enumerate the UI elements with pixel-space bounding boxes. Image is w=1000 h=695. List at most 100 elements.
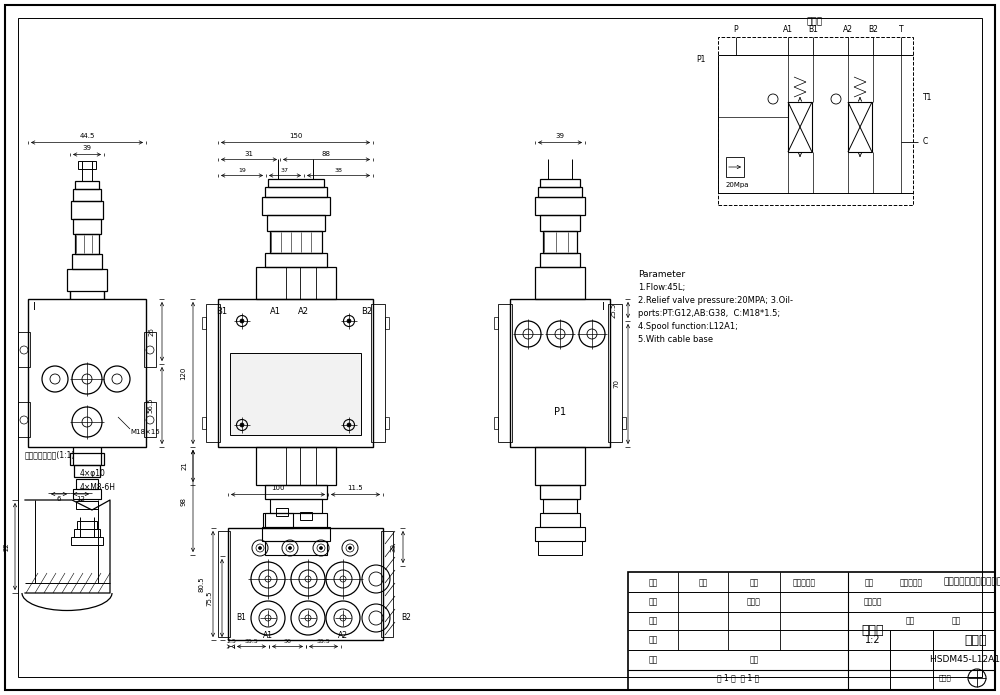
Bar — [256, 447, 336, 485]
Bar — [202, 317, 206, 329]
Text: 分区: 分区 — [749, 578, 759, 587]
Text: 直装阀: 直装阀 — [965, 634, 987, 646]
Bar — [72, 254, 102, 269]
Text: B2: B2 — [361, 306, 373, 316]
Bar — [535, 527, 585, 541]
Text: I: I — [33, 302, 36, 312]
Text: 120: 120 — [180, 366, 186, 379]
Text: 重量: 重量 — [905, 616, 915, 626]
Bar — [385, 417, 389, 429]
Text: A1: A1 — [270, 306, 280, 316]
Bar — [718, 37, 913, 205]
Text: 版本号: 版本号 — [939, 675, 951, 681]
Bar — [540, 215, 580, 231]
Text: 工艺: 工艺 — [648, 655, 658, 664]
Circle shape — [320, 546, 322, 550]
Circle shape — [347, 423, 351, 427]
Text: 固定孔尺寸详图(1:1): 固定孔尺寸详图(1:1) — [25, 450, 75, 459]
Text: 设计: 设计 — [648, 598, 658, 607]
Text: 2.Relief valve pressure:20MPA; 3.Oil-: 2.Relief valve pressure:20MPA; 3.Oil- — [638, 296, 793, 305]
Text: B2: B2 — [401, 614, 411, 623]
Bar — [494, 417, 498, 429]
Text: T1: T1 — [923, 92, 932, 101]
Bar — [73, 189, 101, 201]
Text: C: C — [923, 138, 928, 147]
Text: ports:PT:G12,AB:G38,  C:M18*1.5;: ports:PT:G12,AB:G38, C:M18*1.5; — [638, 309, 780, 318]
Text: 36: 36 — [284, 639, 291, 644]
Circle shape — [349, 546, 352, 550]
Text: 标准化: 标准化 — [747, 598, 761, 607]
Text: 88: 88 — [322, 152, 331, 158]
Text: 11.5: 11.5 — [348, 486, 363, 491]
Bar — [263, 513, 293, 528]
Text: 4×M8-6H: 4×M8-6H — [80, 482, 116, 491]
Text: 原理图: 原理图 — [807, 17, 823, 26]
Bar — [73, 489, 101, 499]
Text: P1: P1 — [697, 54, 706, 63]
Bar — [28, 299, 146, 447]
Bar — [265, 485, 327, 499]
Text: 39: 39 — [82, 145, 92, 152]
Bar — [535, 197, 585, 215]
Text: 批准: 批准 — [749, 655, 759, 664]
Text: 山东奥敏液压科技有限公司: 山东奥敏液压科技有限公司 — [944, 578, 1000, 587]
Bar — [608, 304, 622, 442]
Text: 75.5: 75.5 — [206, 590, 212, 606]
Text: 年、月、日: 年、月、日 — [899, 578, 923, 587]
Text: 39: 39 — [390, 543, 396, 552]
Bar — [848, 102, 872, 152]
Bar — [256, 267, 336, 299]
Bar — [540, 513, 580, 527]
Bar — [538, 541, 582, 555]
Text: 35.5: 35.5 — [245, 639, 258, 644]
Text: M18×15: M18×15 — [130, 429, 160, 435]
Bar — [265, 513, 327, 527]
Text: 26: 26 — [149, 327, 155, 336]
Bar — [78, 161, 96, 169]
Bar — [381, 531, 393, 637]
Bar — [76, 501, 98, 509]
Bar — [77, 521, 97, 529]
Bar — [76, 479, 98, 489]
Text: 80.5: 80.5 — [198, 576, 204, 592]
Bar — [540, 253, 580, 267]
Text: T: T — [899, 24, 903, 33]
Text: HSDM45-L12A1 GV1: HSDM45-L12A1 GV1 — [930, 655, 1000, 664]
Bar — [726, 157, 744, 177]
Bar — [494, 317, 498, 329]
Bar — [73, 219, 101, 234]
Bar — [300, 512, 312, 520]
Text: B2: B2 — [868, 24, 878, 33]
Bar — [788, 102, 812, 152]
Text: 38: 38 — [335, 168, 342, 173]
Text: 6: 6 — [57, 496, 61, 502]
Text: 4.Spool function:L12A1;: 4.Spool function:L12A1; — [638, 322, 738, 331]
Circle shape — [347, 319, 351, 323]
Bar — [276, 508, 288, 516]
Bar — [228, 528, 383, 640]
Text: 21: 21 — [182, 461, 188, 471]
Text: 签名: 签名 — [864, 578, 874, 587]
Bar — [535, 447, 585, 485]
Text: B1: B1 — [808, 24, 818, 33]
Text: P1: P1 — [554, 407, 566, 417]
Text: 校对: 校对 — [648, 616, 658, 626]
Bar — [265, 541, 327, 555]
Text: 56.5: 56.5 — [147, 398, 153, 414]
Text: 比例: 比例 — [951, 616, 961, 626]
Bar — [262, 527, 330, 541]
Bar — [270, 499, 322, 513]
Circle shape — [288, 546, 292, 550]
Bar — [71, 201, 103, 219]
Bar — [18, 332, 30, 367]
Bar — [538, 187, 582, 197]
Text: A2: A2 — [843, 24, 853, 33]
Text: 35.5: 35.5 — [317, 639, 330, 644]
Bar — [144, 332, 156, 367]
Text: 20Mpa: 20Mpa — [726, 182, 750, 188]
Text: 44.5: 44.5 — [79, 133, 95, 140]
Bar — [265, 187, 327, 197]
Text: Parameter: Parameter — [638, 270, 685, 279]
Text: P: P — [734, 24, 738, 33]
Bar — [18, 402, 30, 437]
